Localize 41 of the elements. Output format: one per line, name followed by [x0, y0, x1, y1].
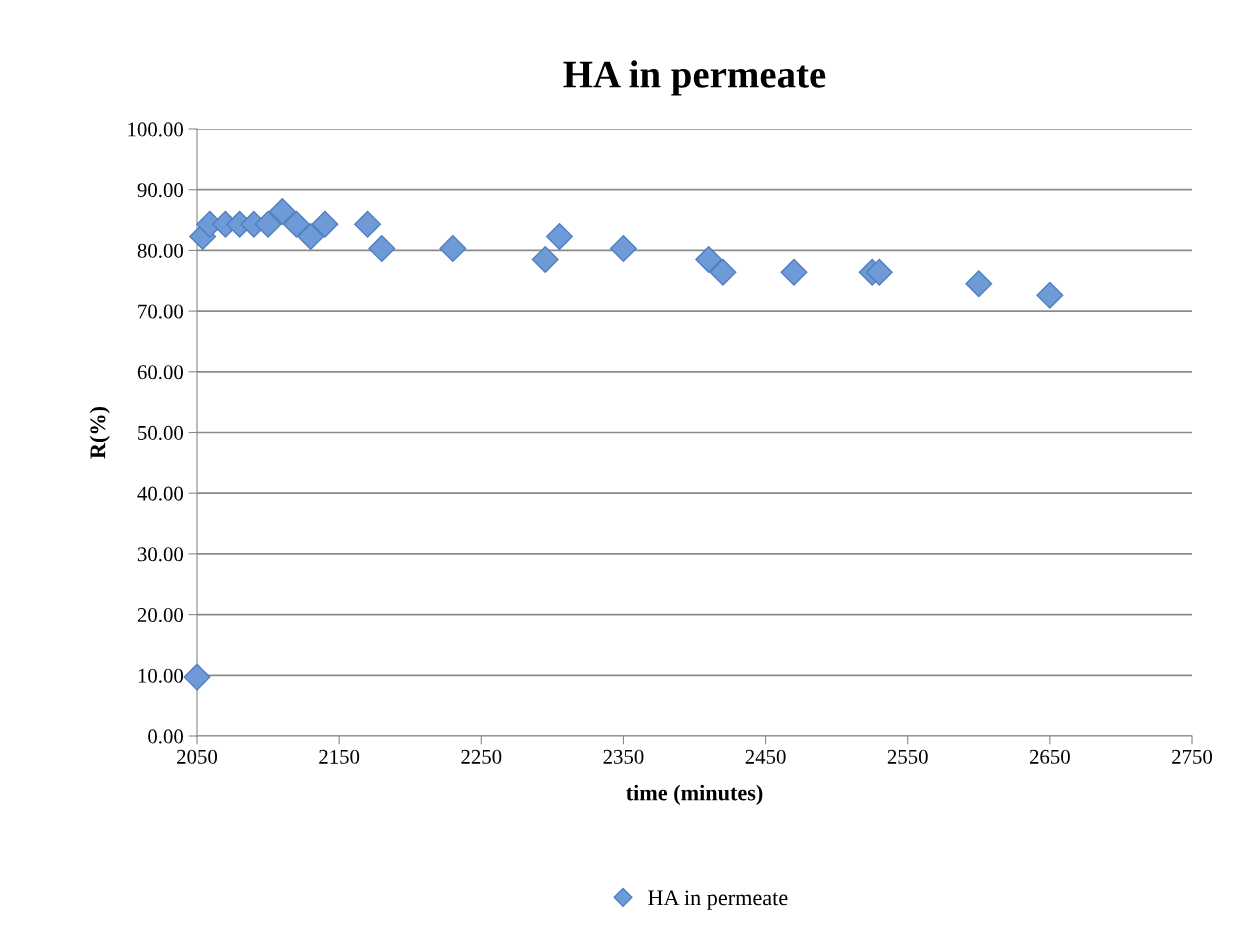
point	[368, 235, 396, 263]
x-tick-label: 2650	[1029, 749, 1070, 764]
y-tick-label: 20.00	[137, 607, 184, 623]
point	[531, 246, 559, 273]
y-tick-label: 0.00	[148, 729, 184, 744]
y-tick-label: 100.00	[128, 122, 184, 137]
x-axis-title: time (minutes)	[626, 784, 763, 805]
point	[865, 258, 893, 286]
y-tick-label: 60.00	[137, 365, 184, 380]
point	[297, 222, 325, 250]
point	[695, 246, 723, 273]
point	[780, 258, 808, 286]
chart-title: HA in permeate	[563, 60, 826, 96]
point	[283, 210, 310, 238]
point	[254, 210, 282, 238]
point	[439, 235, 467, 263]
point	[609, 235, 637, 263]
point	[354, 210, 382, 238]
point	[965, 270, 993, 298]
x-tick-label: 2350	[603, 749, 644, 764]
y-tick-label: 40.00	[137, 486, 184, 501]
y-tick-label: 30.00	[137, 547, 184, 562]
x-tick-label: 2150	[319, 749, 360, 764]
point	[546, 222, 573, 250]
y-tick-label: 50.00	[138, 425, 184, 441]
y-tick-label: 80.00	[137, 243, 184, 258]
x-tick-label: 2450	[745, 749, 786, 764]
y-tick-label: 70.00	[138, 304, 184, 319]
point	[183, 663, 211, 691]
x-tick-label: 2550	[887, 749, 928, 764]
point	[311, 210, 339, 238]
y-tick-label: 10.00	[138, 668, 184, 683]
legend-label: HA in permeate	[648, 890, 788, 910]
point	[268, 198, 296, 226]
x-tick-label: 2050	[177, 749, 218, 764]
y-tick-label: 90.00	[137, 183, 184, 198]
y-axis-title: R(%)	[89, 406, 110, 459]
point	[709, 258, 737, 286]
x-tick-label: 2750	[1172, 749, 1213, 764]
x-tick-label: 2250	[461, 749, 502, 764]
point	[1036, 281, 1064, 309]
